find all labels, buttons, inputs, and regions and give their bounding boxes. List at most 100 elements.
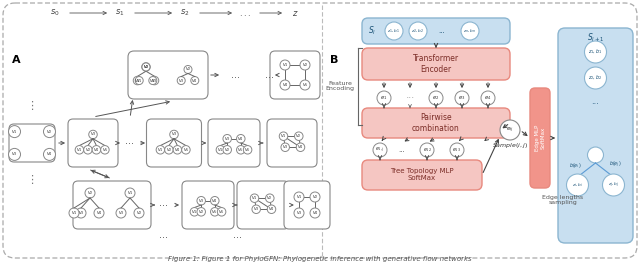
- Text: $\mathit{Sample}(i,j)$: $\mathit{Sample}(i,j)$: [492, 142, 528, 151]
- Circle shape: [223, 145, 232, 154]
- Circle shape: [420, 143, 434, 157]
- Text: $v_3$: $v_3$: [149, 77, 156, 85]
- Text: $v_1$: $v_1$: [76, 146, 83, 154]
- Circle shape: [44, 148, 56, 160]
- Circle shape: [84, 145, 92, 154]
- Text: $v_3$: $v_3$: [118, 209, 124, 217]
- Text: ...: ...: [159, 198, 168, 208]
- Text: $v_2$: $v_2$: [84, 146, 92, 154]
- Circle shape: [211, 197, 219, 205]
- Circle shape: [89, 130, 97, 139]
- Text: $s_2$: $s_2$: [180, 8, 189, 18]
- Circle shape: [133, 76, 141, 85]
- Text: B: B: [330, 55, 338, 65]
- Circle shape: [182, 145, 190, 154]
- Text: ...: ...: [399, 147, 405, 153]
- Text: $b(e_i)$: $b(e_i)$: [569, 161, 582, 170]
- Circle shape: [461, 22, 479, 40]
- Text: $v_6$: $v_6$: [244, 146, 251, 154]
- Text: $v_1$: $v_1$: [136, 77, 143, 85]
- Text: $v_3$: $v_3$: [171, 131, 177, 138]
- Circle shape: [294, 132, 303, 140]
- Text: $v_2$: $v_2$: [185, 65, 191, 73]
- FancyBboxPatch shape: [530, 88, 550, 188]
- Text: $v_4$: $v_4$: [191, 77, 198, 85]
- Circle shape: [281, 143, 289, 152]
- Circle shape: [141, 63, 150, 71]
- Text: $v_4$: $v_4$: [93, 146, 100, 154]
- Text: $v_3$: $v_3$: [77, 209, 84, 217]
- Circle shape: [377, 91, 391, 105]
- FancyBboxPatch shape: [362, 160, 482, 190]
- FancyBboxPatch shape: [9, 124, 55, 162]
- Text: $v_3$: $v_3$: [253, 205, 260, 213]
- FancyBboxPatch shape: [237, 181, 289, 229]
- Text: $z_n,b_n$: $z_n,b_n$: [463, 27, 477, 35]
- Circle shape: [280, 60, 290, 70]
- Text: $s_0$: $s_0$: [50, 8, 60, 18]
- FancyBboxPatch shape: [128, 51, 208, 99]
- Text: $v_1$: $v_1$: [282, 61, 289, 69]
- Text: $S_i$: $S_i$: [368, 25, 376, 37]
- Text: ...: ...: [125, 136, 134, 146]
- Text: $v_2$: $v_2$: [296, 132, 302, 140]
- Text: $v_4$: $v_4$: [237, 135, 244, 143]
- Circle shape: [190, 207, 198, 216]
- FancyBboxPatch shape: [182, 181, 234, 229]
- Text: $v_6$: $v_6$: [218, 208, 225, 216]
- Circle shape: [170, 130, 179, 139]
- Circle shape: [450, 143, 464, 157]
- Circle shape: [211, 207, 219, 216]
- Text: $v_1$: $v_1$: [296, 193, 302, 201]
- Circle shape: [602, 174, 625, 196]
- Text: $v_3$: $v_3$: [296, 209, 302, 217]
- Text: $z_2,b_2$: $z_2,b_2$: [412, 27, 424, 35]
- Circle shape: [566, 174, 589, 196]
- Circle shape: [125, 188, 135, 198]
- Circle shape: [300, 80, 310, 90]
- Text: Figure 1: Figure 1 for PhyloGFN: Phylogenetic inference with generative flow net: Figure 1: Figure 1 for PhyloGFN: Phyloge…: [168, 256, 472, 262]
- Circle shape: [500, 120, 520, 140]
- Text: A: A: [12, 55, 20, 65]
- Text: $e_{13}$: $e_{13}$: [452, 146, 461, 154]
- Text: $v_1$: $v_1$: [191, 208, 198, 216]
- Circle shape: [409, 22, 427, 40]
- Circle shape: [455, 91, 469, 105]
- FancyBboxPatch shape: [73, 181, 151, 229]
- Text: $v_1$: $v_1$: [70, 209, 77, 217]
- Text: $v_2$: $v_2$: [86, 189, 93, 197]
- Text: $v_2$: $v_2$: [136, 209, 142, 217]
- FancyBboxPatch shape: [270, 51, 320, 99]
- Text: $v_3$: $v_3$: [90, 131, 97, 138]
- Text: $v_2$: $v_2$: [301, 61, 308, 69]
- Circle shape: [142, 63, 150, 71]
- Text: $v_5$: $v_5$: [211, 208, 218, 216]
- Circle shape: [237, 135, 245, 143]
- Text: $v_3$: $v_3$: [224, 135, 230, 143]
- Text: $z_j,b_j$: $z_j,b_j$: [608, 180, 619, 189]
- Text: $v_3$: $v_3$: [282, 143, 289, 151]
- Circle shape: [197, 197, 205, 205]
- Circle shape: [266, 194, 274, 202]
- Text: $v_4$: $v_4$: [297, 143, 304, 151]
- Circle shape: [243, 145, 252, 154]
- Text: $e_4$: $e_4$: [484, 94, 492, 102]
- Circle shape: [300, 60, 310, 70]
- Text: $b(e_j)$: $b(e_j)$: [609, 160, 622, 170]
- Text: $v_2$: $v_2$: [166, 146, 172, 154]
- Circle shape: [85, 188, 95, 198]
- Text: $v_1$: $v_1$: [11, 128, 18, 136]
- Text: $z_1,b_1$: $z_1,b_1$: [588, 48, 603, 56]
- Circle shape: [584, 67, 607, 89]
- Text: $v_4$: $v_4$: [95, 209, 102, 217]
- Text: $v_1$: $v_1$: [157, 146, 164, 154]
- Text: Transformer
Encoder: Transformer Encoder: [413, 54, 459, 74]
- Text: $v_2$: $v_2$: [266, 194, 273, 202]
- Text: $v_2$: $v_2$: [198, 208, 205, 216]
- Circle shape: [75, 145, 84, 154]
- Text: $v_3$: $v_3$: [198, 197, 205, 205]
- Circle shape: [237, 145, 245, 154]
- FancyBboxPatch shape: [362, 18, 510, 44]
- Circle shape: [116, 208, 126, 218]
- Circle shape: [92, 145, 100, 154]
